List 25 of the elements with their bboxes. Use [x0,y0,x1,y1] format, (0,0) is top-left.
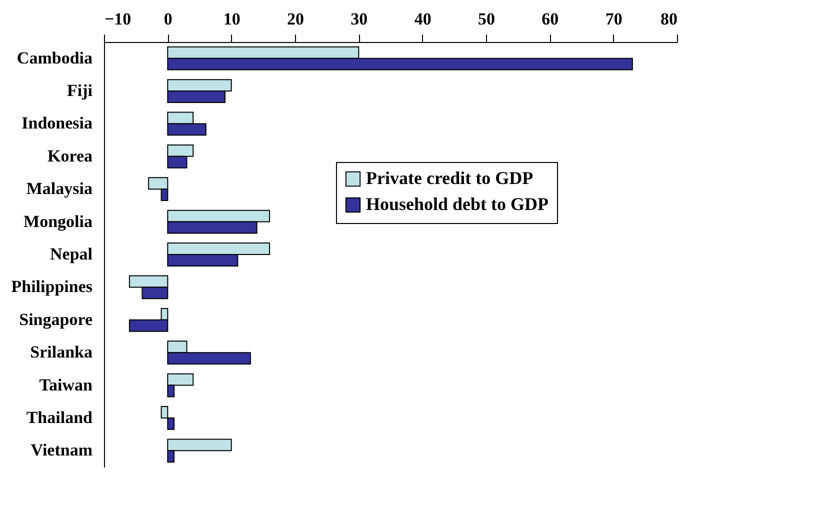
x-tick-label: 20 [287,10,304,28]
y-tick-label: Singapore [19,310,93,329]
y-tick-label: Nepal [50,244,93,264]
y-tick-label: Malaysia [26,179,93,198]
y-tick-label: Korea [47,146,93,166]
x-tick-label: 40 [414,10,432,28]
legend-label: Private credit to GDP [366,168,534,188]
x-tick-label: 30 [350,10,368,28]
y-tick-label: Srilanka [30,342,93,362]
y-tick-label: Fiji [67,81,93,100]
x-tick-label: 80 [660,10,678,28]
legend-label: Household debt to GDP [366,194,549,214]
y-tick-label: Vietnam [30,440,92,460]
x-tick-label: 50 [478,10,495,28]
x-tick-label: 0 [164,10,172,28]
y-tick-label: Indonesia [22,114,93,133]
y-tick-label: Philippines [11,277,93,296]
x-tick-label: 10 [223,10,240,28]
y-tick-label: Mongolia [24,212,93,231]
y-tick-label: Thailand [26,408,94,427]
y-tick-label: Taiwan [39,375,94,394]
x-tick-label: 70 [605,10,622,28]
x-tick-label: 60 [542,10,559,28]
y-tick-label: Cambodia [16,48,93,68]
x-tick-label: −10 [104,10,132,28]
